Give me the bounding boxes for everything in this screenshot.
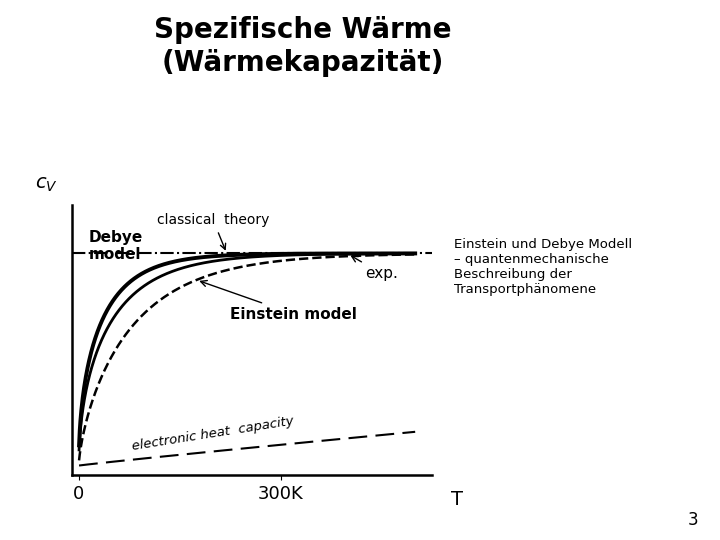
Text: Einstein und Debye Modell
– quantenmechanische
Beschreibung der
Transportphänome: Einstein und Debye Modell – quantenmecha… xyxy=(454,238,631,295)
Text: exp.: exp. xyxy=(351,256,398,281)
Text: Debye
model: Debye model xyxy=(89,230,143,262)
Text: Einstein model: Einstein model xyxy=(201,280,357,321)
Text: Spezifische Wärme
(Wärmekapazität): Spezifische Wärme (Wärmekapazität) xyxy=(153,16,451,77)
Text: electronic heat  capacity: electronic heat capacity xyxy=(132,415,295,454)
Text: classical  theory: classical theory xyxy=(157,213,269,249)
Text: T: T xyxy=(451,490,463,509)
Text: 3: 3 xyxy=(688,511,698,529)
Text: $c_V$: $c_V$ xyxy=(35,176,58,194)
